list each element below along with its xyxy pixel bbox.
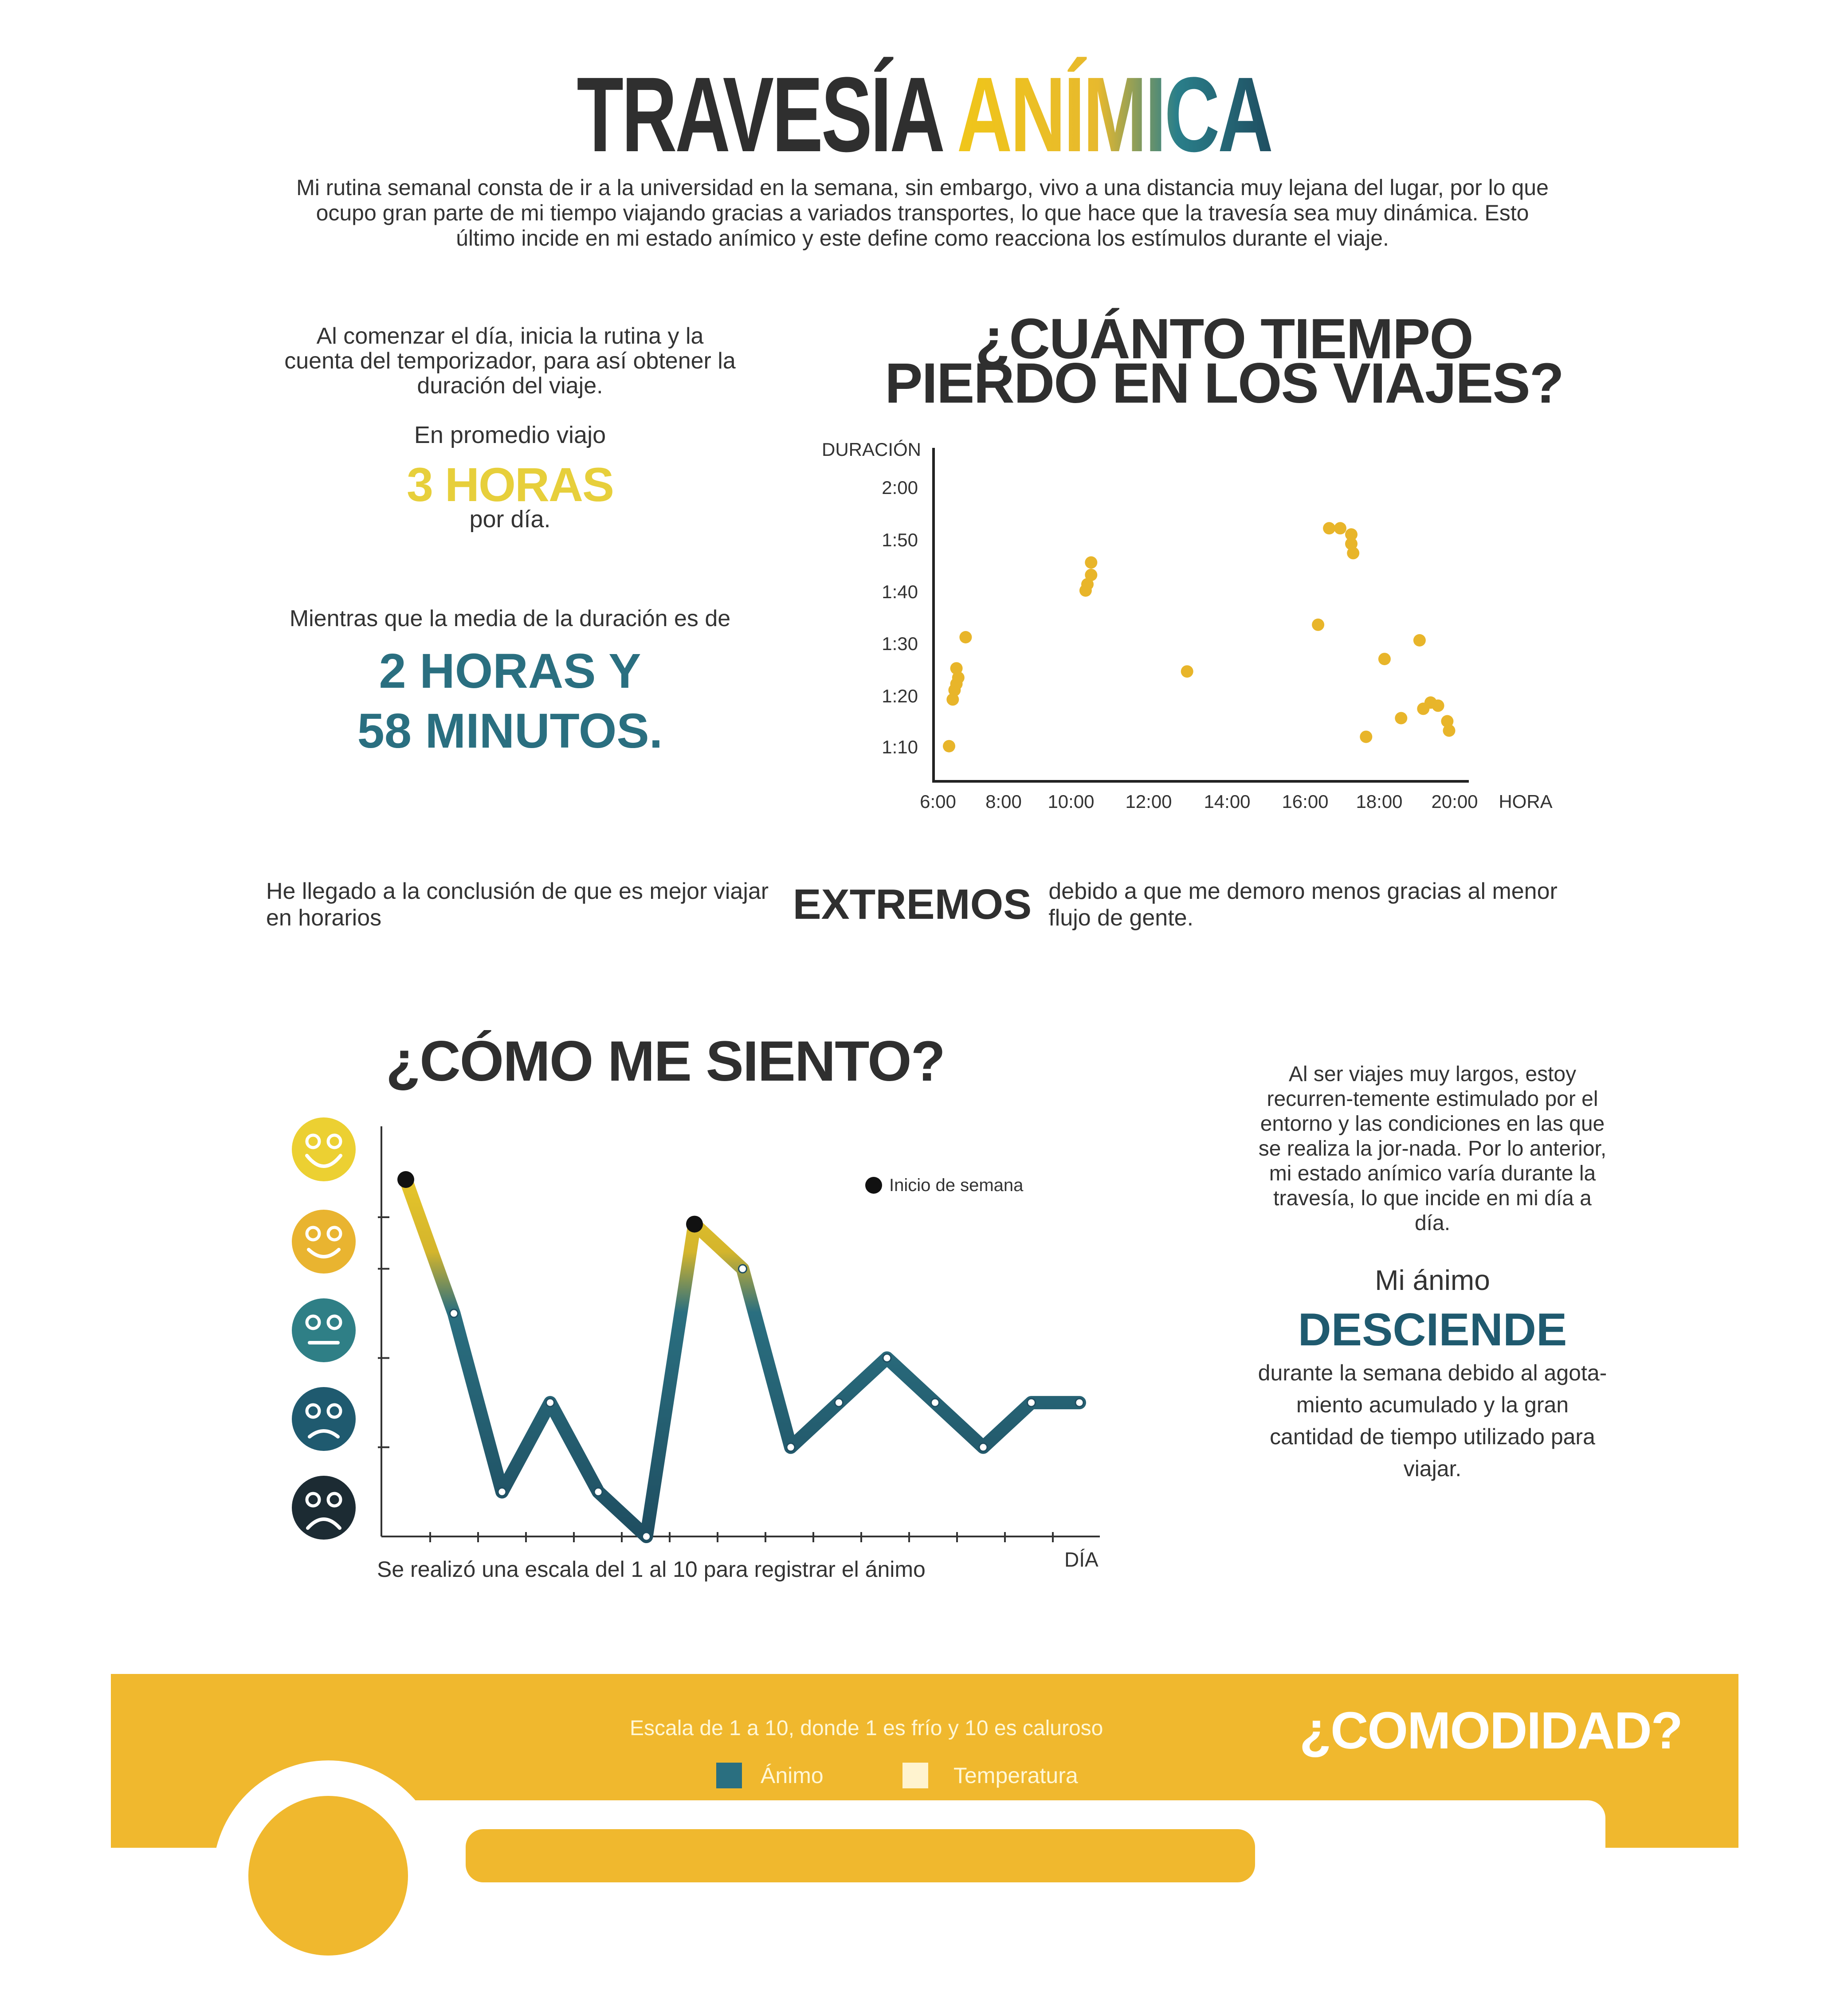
- legend-temperature-swatch: [902, 1763, 928, 1788]
- legend-temperature-label: Temperatura: [953, 1763, 1078, 1788]
- median-value-line-1: 2 HORAS Y: [379, 644, 641, 698]
- average-unit: por día.: [469, 506, 551, 533]
- scatter-point: [1347, 547, 1360, 560]
- scatter-point: [950, 662, 963, 675]
- scatter-point: [1085, 556, 1098, 569]
- conclusion-text-after: debido a que me demoro menos gracias al …: [1048, 878, 1558, 931]
- travel-duration-scatter-chart: DURACIÓN HORA 1:10 1:20 1:30 1:40 1:50 2:00 6…: [822, 439, 1553, 812]
- scatter-point: [1323, 522, 1336, 535]
- scatter-point: [952, 671, 965, 684]
- mood-legend-label: Inicio de semana: [889, 1176, 1024, 1195]
- mood-point: [545, 1398, 555, 1407]
- mood-face-scale: [292, 1117, 356, 1540]
- scatter-point: [1432, 699, 1444, 712]
- mood-point: [497, 1487, 507, 1497]
- mood-series-line: [399, 1173, 1086, 1543]
- page-title: TRAVESÍA ANÍMICA: [259, 53, 1589, 176]
- scatter-x-tick-label: 16:00: [1282, 791, 1328, 812]
- comfort-thermometer-bar: [466, 1829, 1255, 1882]
- comfort-thermometer-bulb-fill: [248, 1796, 408, 1956]
- mood-point: [978, 1442, 988, 1452]
- mood-point: [449, 1309, 459, 1318]
- scatter-point: [1395, 712, 1408, 725]
- mood-point: [738, 1264, 747, 1274]
- median-value-line-2: 58 MINUTOS.: [357, 704, 663, 758]
- mood-point: [834, 1398, 844, 1407]
- mood-point: [1027, 1398, 1036, 1407]
- mood-point: [882, 1353, 892, 1363]
- mood-explanation-text: Al ser viajes muy largos, estoy recurren…: [1258, 1062, 1607, 1235]
- intro-paragraph: Mi rutina semanal consta de ir a la univ…: [296, 175, 1549, 251]
- scatter-point: [1443, 724, 1456, 737]
- mood-trend-description: durante la semana debido al agota-miento…: [1258, 1360, 1607, 1481]
- mood-point: [642, 1532, 651, 1541]
- comfort-title: ¿COMODIDAD?: [1299, 1701, 1683, 1760]
- legend-anim-swatch: [716, 1763, 742, 1788]
- happy-face-icon: [292, 1210, 356, 1274]
- scatter-x-tick-label: 10:00: [1048, 791, 1094, 812]
- legend-anim-label: Ánimo: [761, 1763, 824, 1788]
- comfort-scale-text: Escala de 1 a 10, donde 1 es frío y 10 e…: [630, 1717, 1103, 1740]
- scatter-point: [943, 740, 955, 753]
- average-value: 3 HORAS: [406, 458, 614, 511]
- scatter-point: [1378, 653, 1391, 666]
- scatter-chart-title: ¿CUÁNTO TIEMPO PIERDO EN LOS VIAJES?: [885, 307, 1564, 415]
- scatter-x-tick-label: 20:00: [1431, 791, 1478, 812]
- conclusion-text-before: He llegado a la conclusión de que es mej…: [266, 878, 769, 931]
- scatter-y-tick-label: 1:50: [882, 529, 918, 550]
- mood-chart-title: ¿CÓMO ME SIENTO?: [386, 1030, 946, 1093]
- scatter-point: [946, 693, 959, 706]
- mood-point: [786, 1442, 796, 1452]
- mood-trend-value: DESCIENDE: [1298, 1304, 1567, 1356]
- scatter-point: [1345, 537, 1358, 550]
- mood-trend-label: Mi ánimo: [1375, 1264, 1490, 1296]
- scatter-x-tick-label: 18:00: [1356, 791, 1402, 812]
- mood-x-axis-label: DÍA: [1064, 1548, 1099, 1571]
- mood-week-start-point: [686, 1215, 703, 1233]
- very-sad-face-icon: [292, 1476, 356, 1540]
- scatter-y-tick-label: 1:30: [882, 633, 918, 654]
- scatter-point: [1334, 522, 1346, 535]
- scatter-y-tick-label: 2:00: [882, 477, 918, 498]
- mood-legend-marker: [865, 1177, 882, 1194]
- conclusion-emphasis: EXTREMOS: [793, 881, 1032, 928]
- mood-point: [930, 1398, 940, 1407]
- scatter-x-tick-label: 14:00: [1204, 791, 1250, 812]
- scatter-point: [1181, 665, 1193, 678]
- mood-line-chart: Inicio de semana: [378, 1126, 1100, 1543]
- scatter-y-tick-label: 1:10: [882, 737, 918, 757]
- scatter-point: [1345, 528, 1358, 541]
- sad-face-icon: [292, 1387, 356, 1451]
- title-word-2: ANÍMICA: [957, 55, 1273, 174]
- scatter-point: [1413, 634, 1426, 647]
- scatter-y-axis-label: DURACIÓN: [822, 439, 921, 460]
- very-happy-face-icon: [292, 1117, 356, 1181]
- scatter-point: [1360, 730, 1373, 743]
- conclusion-line: He llegado a la conclusión de que es mej…: [266, 878, 1588, 931]
- scatter-point: [959, 631, 972, 643]
- travel-intro-text: Al comenzar el día, inicia la rutina y l…: [284, 323, 736, 399]
- scatter-y-tick-label: 1:40: [882, 581, 918, 602]
- mood-scale-note: Se realizó una escala del 1 al 10 para r…: [377, 1557, 926, 1582]
- scatter-point: [1081, 578, 1094, 591]
- mood-week-start-point: [397, 1171, 414, 1188]
- scatter-y-tick-label: 1:20: [882, 686, 918, 706]
- neutral-face-icon: [292, 1298, 356, 1362]
- scatter-x-tick-label: 8:00: [985, 791, 1022, 812]
- scatter-x-axis-label: HORA: [1499, 791, 1552, 812]
- scatter-point: [1085, 568, 1098, 581]
- scatter-x-tick-label: 6:00: [920, 791, 956, 812]
- average-label: En promedio viajo: [414, 422, 606, 448]
- title-word-1: TRAVESÍA: [577, 55, 942, 174]
- mood-point: [1075, 1398, 1084, 1407]
- scatter-point: [1312, 618, 1325, 631]
- mood-point: [593, 1487, 603, 1497]
- scatter-point: [1441, 715, 1454, 728]
- scatter-x-tick-label: 12:00: [1125, 791, 1172, 812]
- median-label: Mientras que la media de la duración es …: [289, 606, 731, 631]
